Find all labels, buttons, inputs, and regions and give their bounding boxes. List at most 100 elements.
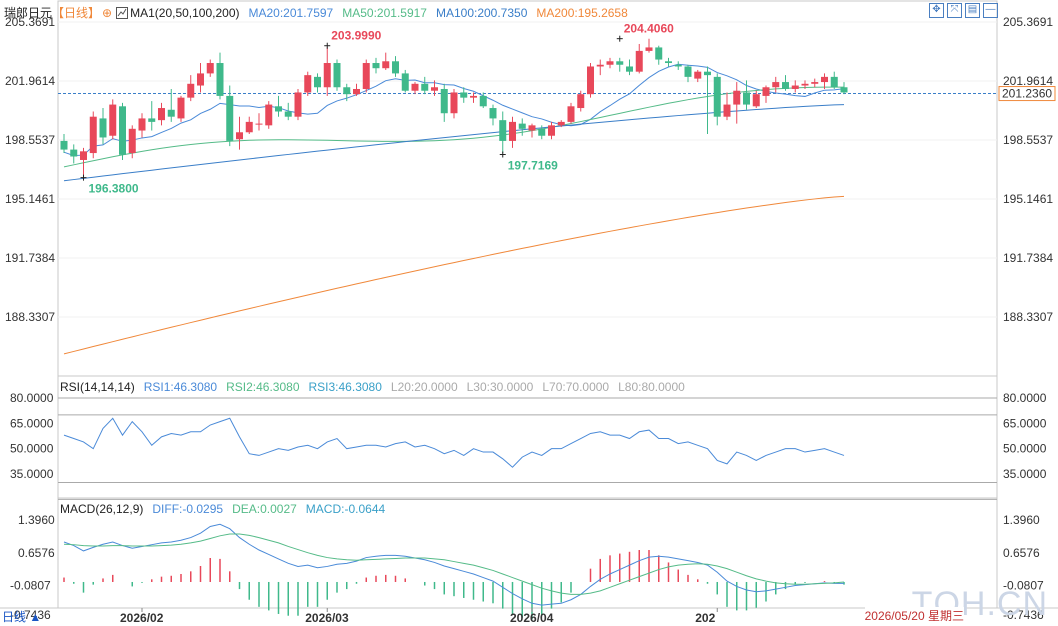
candlestick <box>109 99 117 140</box>
rsi-tick-label-right: 35.0000 <box>1003 467 1047 481</box>
indicator-toggle-icon[interactable] <box>116 6 129 19</box>
candle-body <box>255 123 263 125</box>
candlestick <box>89 111 97 159</box>
add-indicator-icon[interactable]: ⊕ <box>102 5 113 20</box>
candlestick <box>323 47 331 96</box>
candle-body <box>499 120 507 141</box>
price-tick-label-left: 188.3307 <box>5 310 55 324</box>
candle-body <box>830 76 838 88</box>
candlestick <box>811 78 819 88</box>
candle-body <box>548 125 555 136</box>
rsi-tick-label-left: 50.0000 <box>10 442 54 456</box>
candlestick <box>158 102 165 126</box>
candlestick <box>684 64 692 83</box>
candle-body <box>606 61 614 65</box>
candlestick <box>197 63 204 93</box>
candle-body <box>489 108 497 119</box>
macd-tick-label-right: -0.0807 <box>1003 579 1044 593</box>
candle-body <box>431 87 438 91</box>
candle-body <box>509 121 516 141</box>
candle-body <box>119 106 126 155</box>
macd-tick-label-left: -0.7436 <box>10 608 51 622</box>
rsi2-value: RSI2:46.3080 <box>226 380 300 394</box>
candlestick <box>80 147 87 178</box>
candle-body <box>665 61 672 64</box>
candlestick <box>245 116 253 135</box>
candle-body <box>450 92 458 114</box>
settings-icon[interactable]: ▤ <box>965 3 980 18</box>
extreme-label: 203.9990 <box>331 29 381 43</box>
candlestick <box>567 102 575 124</box>
candle-body <box>743 92 750 105</box>
candlestick <box>596 59 604 76</box>
candle-body <box>226 95 234 141</box>
extreme-label: 197.7169 <box>508 158 558 172</box>
candle-body <box>694 71 702 79</box>
candlestick <box>450 88 458 119</box>
candle-body <box>772 82 780 88</box>
rsi-tick-label-right: 50.0000 <box>1003 442 1047 456</box>
candlestick <box>382 52 390 70</box>
current-price-label: 201.2360 <box>1002 87 1052 101</box>
candle-body <box>128 128 136 154</box>
time-tick-label: 2026/02 <box>120 611 164 625</box>
candle-body <box>557 121 565 126</box>
ma50-value: MA50:201.5917 <box>342 5 427 20</box>
macd-tick-label-left: -0.0807 <box>10 579 51 593</box>
candle-body <box>684 66 692 77</box>
macd-dea-line <box>63 533 845 595</box>
price-tick-label-left: 198.5537 <box>5 133 55 147</box>
ma20-line <box>63 63 845 157</box>
candle-body <box>421 83 429 91</box>
candle-body <box>216 63 224 96</box>
candle-body <box>362 63 370 89</box>
candle-body <box>635 50 643 72</box>
candlestick <box>265 101 273 129</box>
candlestick <box>460 87 468 103</box>
macd-diff-line <box>63 523 844 606</box>
candlestick <box>128 125 136 159</box>
candlestick <box>138 113 146 138</box>
candlestick <box>431 80 438 96</box>
candle-body <box>353 88 360 95</box>
candle-body <box>206 63 214 74</box>
price-tick-label-right: 195.1461 <box>1003 192 1053 206</box>
minimize-icon[interactable]: — <box>983 3 998 18</box>
macd-label: MACD(26,12,9) <box>60 502 144 516</box>
candlestick <box>353 83 360 96</box>
candle-body <box>518 123 526 129</box>
candle-body <box>343 87 351 95</box>
period-label[interactable]: 【日线】 <box>52 6 101 20</box>
rsi-tick-label-left: 35.0000 <box>10 467 54 481</box>
candlestick <box>216 52 224 100</box>
candlestick <box>587 63 594 98</box>
candlestick <box>606 57 614 69</box>
candle-body <box>528 125 536 131</box>
candle-body <box>294 92 302 117</box>
candle-body <box>704 71 711 76</box>
candlestick <box>343 83 351 102</box>
candle-body <box>236 132 243 140</box>
candle-body <box>840 87 848 93</box>
candlestick <box>489 104 497 126</box>
candle-body <box>284 111 292 117</box>
candlestick <box>421 76 429 95</box>
price-tick-label-left: 201.9614 <box>5 74 55 88</box>
expand-icon[interactable]: ✥ <box>929 3 944 18</box>
plot-frame <box>57 0 998 609</box>
candlestick <box>470 92 477 103</box>
current-price-box <box>998 86 1056 102</box>
candlestick <box>762 85 770 103</box>
shrink-icon[interactable]: ⤧ <box>947 3 962 18</box>
candlestick <box>791 80 799 93</box>
macd-dea-value: DEA:0.0027 <box>232 502 297 516</box>
l20-value: L20:20.0000 <box>390 380 458 394</box>
candle-body <box>167 109 175 117</box>
candle-body <box>304 75 312 93</box>
candle-body <box>762 87 770 96</box>
candle-body <box>538 128 546 136</box>
macd-tick-label-right: 0.6576 <box>1003 546 1040 560</box>
candlestick <box>616 57 624 72</box>
period-switch-button[interactable]: 日线 ▲ <box>2 610 42 624</box>
